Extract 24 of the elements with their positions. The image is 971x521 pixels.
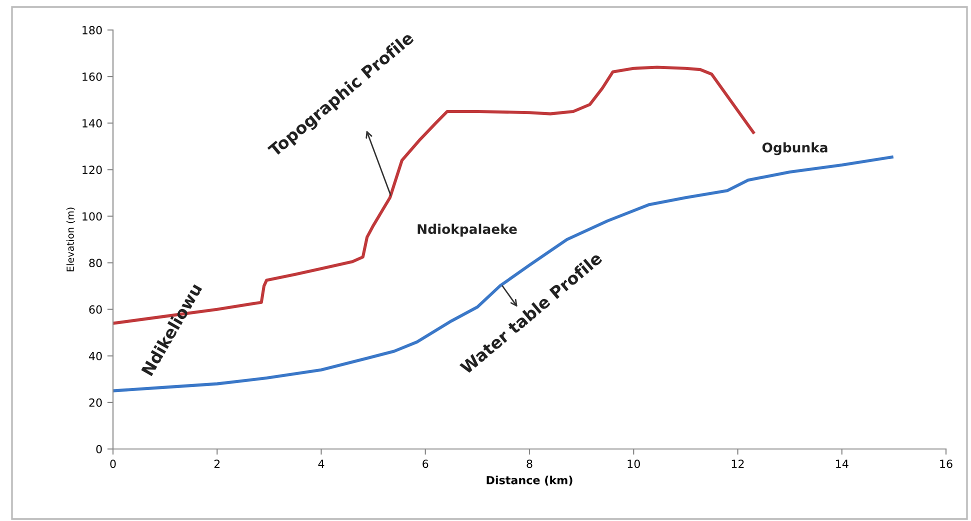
y-axis-title: Elevation (m) xyxy=(66,208,76,272)
x-tick-label: 10 xyxy=(628,460,640,468)
x-axis-title: Distance (km) xyxy=(486,476,572,486)
y-tick-label: 140 xyxy=(82,119,102,128)
y-tick-label: 160 xyxy=(82,72,102,81)
y-tick-label: 40 xyxy=(88,352,102,360)
annotation: Ogbunka xyxy=(762,142,828,156)
annotation: Ndiokpalaeke xyxy=(418,224,517,237)
x-tick-label: 2 xyxy=(214,460,220,468)
x-tick-label: 16 xyxy=(940,460,952,468)
y-tick-label: 20 xyxy=(89,398,102,407)
y-tick-label: 80 xyxy=(89,258,102,268)
x-tick-label: 4 xyxy=(318,460,324,468)
y-tick-label: 180 xyxy=(82,26,102,34)
y-tick-label: 60 xyxy=(89,305,102,314)
x-tick-label: 14 xyxy=(836,460,848,468)
y-tick-label: 0 xyxy=(96,444,102,454)
x-tick-label: 12 xyxy=(732,460,744,468)
y-tick-label: 120 xyxy=(82,166,102,174)
y-tick-label: 100 xyxy=(82,212,102,221)
x-tick-label: 0 xyxy=(110,460,116,468)
x-tick-label: 8 xyxy=(526,460,532,468)
x-tick-label: 6 xyxy=(422,460,428,468)
line-series xyxy=(113,156,894,392)
